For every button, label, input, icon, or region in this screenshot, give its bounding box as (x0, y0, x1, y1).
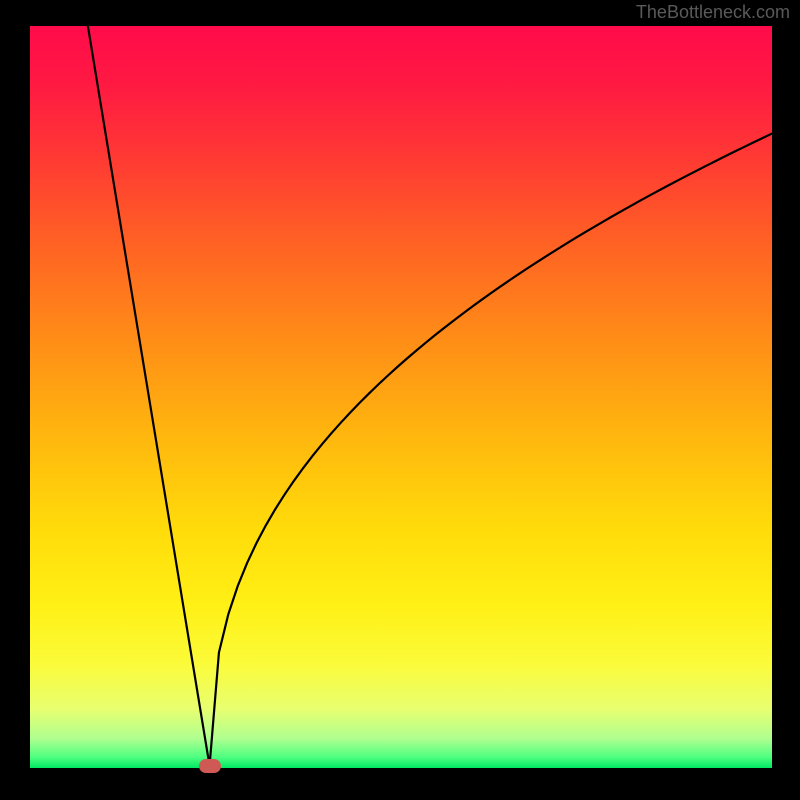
minimum-marker (199, 759, 221, 773)
bottleneck-curve (30, 26, 772, 768)
plot-area (30, 26, 772, 768)
chart-container: TheBottleneck.com (0, 0, 800, 800)
watermark-text: TheBottleneck.com (636, 2, 790, 23)
